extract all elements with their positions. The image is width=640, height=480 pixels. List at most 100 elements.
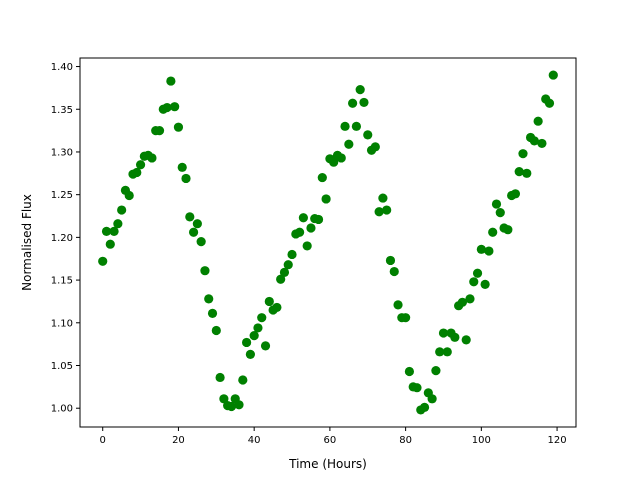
data-point (438, 328, 449, 338)
data-point (226, 401, 237, 412)
y-tick-label: 1.15 (51, 276, 73, 287)
data-point (518, 149, 528, 159)
y-tick-label: 1.25 (51, 190, 73, 201)
data-point (488, 227, 498, 237)
data-point (355, 85, 365, 95)
data-point (192, 219, 202, 229)
data-point (132, 167, 142, 178)
data-point (272, 302, 282, 313)
data-point (435, 347, 445, 357)
data-point (302, 241, 312, 251)
x-tick-label: 100 (472, 435, 491, 446)
data-point (98, 256, 108, 266)
data-point (359, 97, 369, 108)
data-point (469, 277, 479, 287)
data-point (544, 98, 555, 108)
y-tick-label: 1.20 (51, 233, 73, 244)
data-point (117, 205, 127, 215)
data-point (329, 157, 339, 167)
data-point (306, 223, 316, 233)
data-point (344, 139, 354, 149)
data-point (529, 136, 539, 146)
data-point (295, 227, 305, 237)
data-point (465, 294, 475, 304)
y-tick-label: 1.30 (51, 147, 73, 158)
data-point (101, 226, 112, 236)
data-point (427, 394, 437, 404)
data-point (321, 194, 331, 204)
data-point (457, 297, 468, 307)
x-tick-label: 120 (548, 435, 567, 446)
data-point (442, 347, 452, 357)
data-point (401, 313, 411, 323)
data-point (181, 173, 191, 184)
data-point (533, 116, 543, 126)
y-tick-label: 1.40 (51, 62, 73, 73)
data-point (450, 332, 460, 342)
data-point (135, 160, 146, 170)
data-point (510, 189, 521, 199)
data-point (249, 331, 259, 341)
x-tick-label: 80 (399, 435, 412, 446)
data-point (431, 366, 441, 376)
data-point (461, 335, 471, 345)
data-point (234, 400, 244, 410)
data-point (109, 226, 119, 236)
data-point (548, 70, 558, 80)
data-point (105, 239, 115, 249)
data-point (279, 267, 290, 277)
x-axis-label: Time (Hours) (288, 457, 367, 471)
data-point (495, 208, 505, 218)
data-point (472, 268, 483, 278)
data-point (241, 337, 252, 348)
data-point (404, 366, 415, 377)
data-point (264, 296, 274, 307)
y-tick-label: 1.05 (51, 361, 73, 372)
data-point (363, 130, 373, 140)
data-point (283, 260, 293, 270)
data-point (476, 244, 486, 254)
data-point (177, 162, 187, 172)
data-point (491, 199, 502, 209)
data-point (260, 341, 271, 351)
data-point (348, 98, 358, 108)
points-layer (98, 70, 558, 415)
data-point (537, 138, 547, 149)
data-point (215, 372, 225, 383)
x-tick-label: 60 (324, 435, 337, 446)
data-point (351, 121, 361, 131)
data-point (287, 249, 297, 260)
data-point (313, 214, 324, 225)
data-point (245, 349, 255, 359)
data-point (170, 102, 180, 112)
x-tick-label: 40 (248, 435, 261, 446)
data-point (124, 190, 134, 201)
data-point (385, 255, 396, 266)
data-point (185, 212, 195, 222)
data-point (317, 172, 327, 183)
data-point (389, 266, 399, 277)
data-point (196, 237, 206, 247)
data-point (503, 225, 513, 235)
y-tick-label: 1.00 (51, 404, 73, 415)
data-point (382, 205, 392, 215)
data-point (238, 375, 248, 385)
plot-frame (79, 57, 577, 428)
data-point (336, 153, 346, 163)
x-tick-label: 20 (172, 435, 185, 446)
data-point (162, 102, 172, 113)
data-point (219, 394, 229, 404)
data-point (188, 227, 199, 237)
data-point (393, 300, 403, 310)
data-point (113, 219, 123, 229)
data-point (412, 383, 422, 393)
y-tick-label: 1.10 (51, 318, 73, 329)
data-point (147, 153, 157, 163)
data-point (514, 167, 524, 177)
data-point (200, 266, 210, 276)
data-point (522, 168, 532, 178)
data-point (253, 323, 263, 333)
data-point (370, 142, 380, 152)
data-point (480, 279, 490, 289)
